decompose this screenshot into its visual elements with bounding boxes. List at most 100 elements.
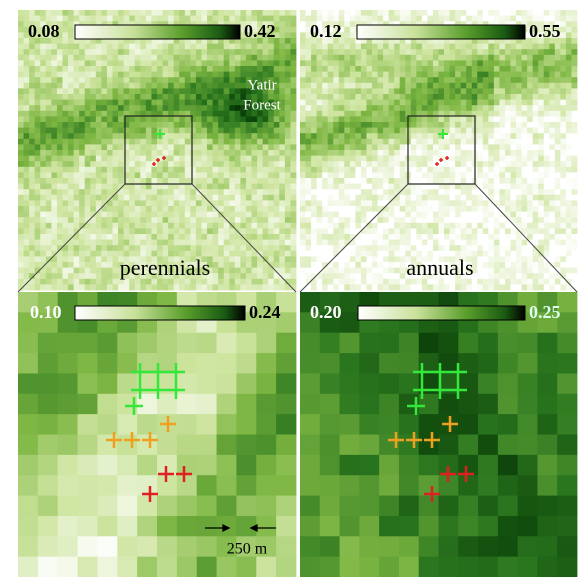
pixel: [328, 245, 334, 251]
pixel: [511, 88, 517, 94]
pixel: [555, 60, 561, 66]
pixel: [450, 150, 456, 156]
pixel: [168, 223, 174, 229]
pixel: [113, 139, 119, 145]
pixel: [538, 83, 544, 89]
pixel: [350, 228, 356, 234]
pixel: [135, 133, 141, 139]
pixel: [522, 49, 528, 55]
pixel: [300, 128, 306, 134]
pixel: [57, 66, 63, 72]
pixel: [163, 144, 169, 150]
pixel: [566, 44, 572, 50]
pixel: [24, 262, 30, 268]
pixel: [240, 200, 246, 206]
pixel: [361, 150, 367, 156]
pixel: [246, 284, 252, 290]
pixel: [213, 133, 219, 139]
pixel: [85, 77, 91, 83]
pixel: [328, 128, 334, 134]
pixel: [235, 144, 241, 150]
pixel: [57, 273, 63, 279]
pixel: [339, 128, 345, 134]
pixel: [157, 94, 163, 100]
pixel: [263, 212, 269, 218]
pixel: [394, 284, 400, 290]
pixel: [235, 156, 241, 162]
pixel: [51, 122, 57, 128]
pixel: [146, 60, 152, 66]
pixel: [328, 60, 334, 66]
pixel: [494, 44, 500, 50]
pixel: [85, 195, 91, 201]
pixel: [477, 88, 483, 94]
pixel: [300, 150, 306, 156]
pixel: [389, 144, 395, 150]
pixel: [422, 16, 428, 22]
pixel: [355, 133, 361, 139]
pixel: [29, 206, 35, 212]
pixel: [499, 161, 505, 167]
pixel: [427, 156, 433, 162]
pixel: [466, 94, 472, 100]
pixel: [57, 234, 63, 240]
pixel: [466, 88, 472, 94]
pixel: [79, 100, 85, 106]
pixel: [366, 144, 372, 150]
pixel: [311, 139, 317, 145]
pixel: [439, 66, 445, 72]
pixel: [118, 105, 124, 111]
pixel: [372, 161, 378, 167]
pixel: [555, 217, 561, 223]
pixel: [516, 200, 522, 206]
pixel: [333, 200, 339, 206]
pixel: [29, 161, 35, 167]
pixel: [40, 44, 46, 50]
pixel: [439, 94, 445, 100]
pixel: [151, 72, 157, 78]
pixel: [135, 189, 141, 195]
pixel: [107, 240, 113, 246]
pixel: [229, 105, 235, 111]
pixel: [422, 105, 428, 111]
pixel: [416, 44, 422, 50]
pixel: [450, 240, 456, 246]
pixel: [505, 122, 511, 128]
pixel: [35, 228, 41, 234]
pixel: [113, 223, 119, 229]
pixel: [207, 217, 213, 223]
pixel: [185, 240, 191, 246]
pixel: [74, 122, 80, 128]
pixel: [168, 105, 174, 111]
pixel: [29, 200, 35, 206]
pixel: [135, 223, 141, 229]
pixel: [566, 228, 572, 234]
pixel: [113, 284, 119, 290]
pixel: [488, 150, 494, 156]
pixel: [405, 44, 411, 50]
pixel: [350, 284, 356, 290]
pixel: [124, 55, 130, 61]
pixel: [90, 128, 96, 134]
pixel: [46, 284, 52, 290]
pixel: [240, 195, 246, 201]
pixel: [555, 128, 561, 134]
pixel: [571, 228, 577, 234]
pixel: [477, 16, 483, 22]
pixel: [300, 256, 306, 262]
pixel: [350, 83, 356, 89]
pixel: [29, 284, 35, 290]
pixel: [488, 156, 494, 162]
pixel: [355, 105, 361, 111]
pixel: [229, 88, 235, 94]
pixel: [527, 268, 533, 274]
pixel: [378, 273, 384, 279]
pixel: [246, 66, 252, 72]
pixel: [344, 228, 350, 234]
pixel: [263, 156, 269, 162]
pixel: [571, 195, 577, 201]
pixel: [366, 178, 372, 184]
pixel: [40, 228, 46, 234]
pixel: [85, 60, 91, 66]
pixel: [174, 228, 180, 234]
